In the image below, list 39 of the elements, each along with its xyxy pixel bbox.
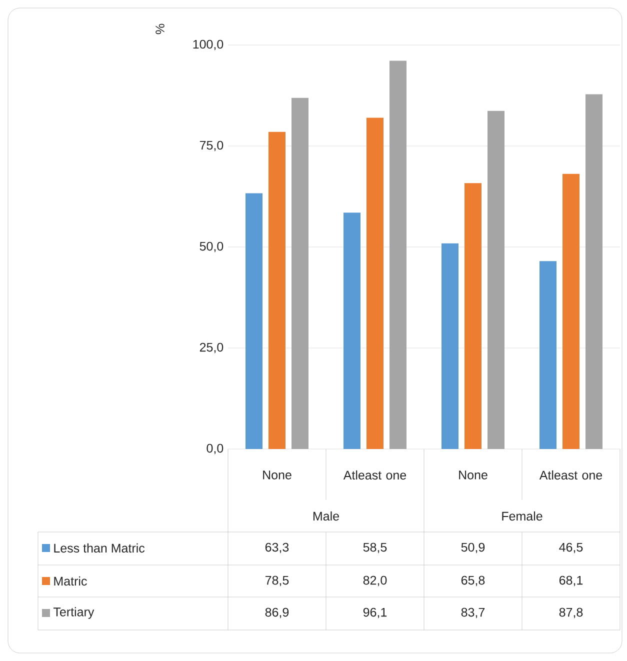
bar xyxy=(366,118,384,449)
data-label: 87,8 xyxy=(559,608,583,618)
data-label: 78,5 xyxy=(265,576,289,586)
bar xyxy=(464,183,482,449)
bar xyxy=(488,110,504,449)
legend-label: Matric xyxy=(54,576,87,586)
data-label: 96,1 xyxy=(363,608,387,618)
data-label: 63,3 xyxy=(265,542,289,554)
bar xyxy=(292,98,308,449)
x-tick-label: None xyxy=(263,470,292,480)
bar xyxy=(343,212,360,449)
bar xyxy=(540,261,556,449)
bar xyxy=(562,174,580,449)
y-tick-label: 0,0 xyxy=(206,444,224,454)
data-label: 68,1 xyxy=(559,576,583,586)
x-tick-label: Atleast one xyxy=(539,470,602,480)
bar xyxy=(442,243,458,449)
legend-label: Tertiary xyxy=(53,607,94,619)
data-label: 86,9 xyxy=(265,608,289,618)
data-label: 83,7 xyxy=(461,608,485,618)
bar xyxy=(246,193,262,449)
bar xyxy=(390,60,406,449)
bar xyxy=(586,94,602,449)
y-tick-label: 25,0 xyxy=(200,342,224,354)
data-label: 65,8 xyxy=(461,576,485,586)
y-tick-label: 100,0 xyxy=(193,40,224,50)
legend-label: Less than Matric xyxy=(54,543,145,553)
text: Female xyxy=(502,511,542,521)
x-tick-label: Atleast one xyxy=(343,470,406,480)
y-tick-label: 50,0 xyxy=(200,242,224,252)
text: Male xyxy=(313,511,339,521)
bar xyxy=(268,132,286,449)
y-tick-label: 75,0 xyxy=(200,140,224,152)
data-label: 50,9 xyxy=(461,542,485,554)
data-label: 82,0 xyxy=(363,576,387,586)
x-tick-label: None xyxy=(459,470,488,480)
y-axis-title: % xyxy=(156,24,164,34)
data-label: 58,5 xyxy=(363,542,387,554)
data-label: 46,5 xyxy=(559,542,583,554)
